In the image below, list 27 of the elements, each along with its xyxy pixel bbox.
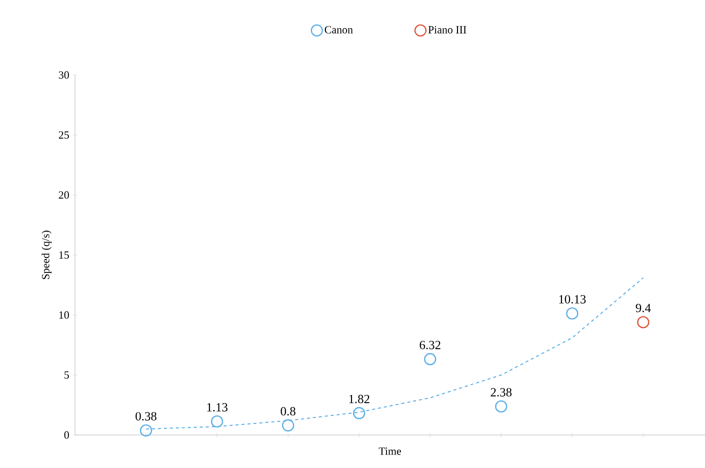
y-tick-label: 30 — [58, 71, 69, 79]
point — [495, 400, 508, 413]
data-label: 9.4 — [636, 304, 651, 312]
legend-label: Canon — [324, 26, 353, 34]
x-axis-title: Time — [378, 447, 401, 455]
data-label: 1.13 — [207, 403, 228, 412]
point — [140, 424, 152, 437]
data-label: 0.38 — [136, 412, 156, 421]
y-tick-label: 5 — [64, 371, 69, 379]
data-label: 2.38 — [490, 388, 512, 397]
y-tick-label: 25 — [58, 131, 69, 139]
y-tick-label: 15 — [59, 251, 69, 259]
data-label: 0.8 — [280, 407, 296, 416]
legend-label: Piano III — [428, 26, 466, 34]
point — [353, 407, 366, 420]
point — [566, 307, 578, 320]
y-tick-label: 20 — [58, 191, 69, 199]
point — [282, 419, 294, 432]
data-label: 6.32 — [420, 340, 440, 350]
y-tick-label: 10 — [59, 311, 69, 319]
point — [424, 353, 436, 366]
point — [637, 316, 650, 328]
y-axis-title: Speed (q/s) — [42, 230, 52, 280]
data-label: 10.13 — [559, 295, 586, 304]
data-label: 1.82 — [349, 394, 370, 404]
y-tick-label: 0 — [64, 431, 69, 439]
point — [210, 415, 224, 428]
